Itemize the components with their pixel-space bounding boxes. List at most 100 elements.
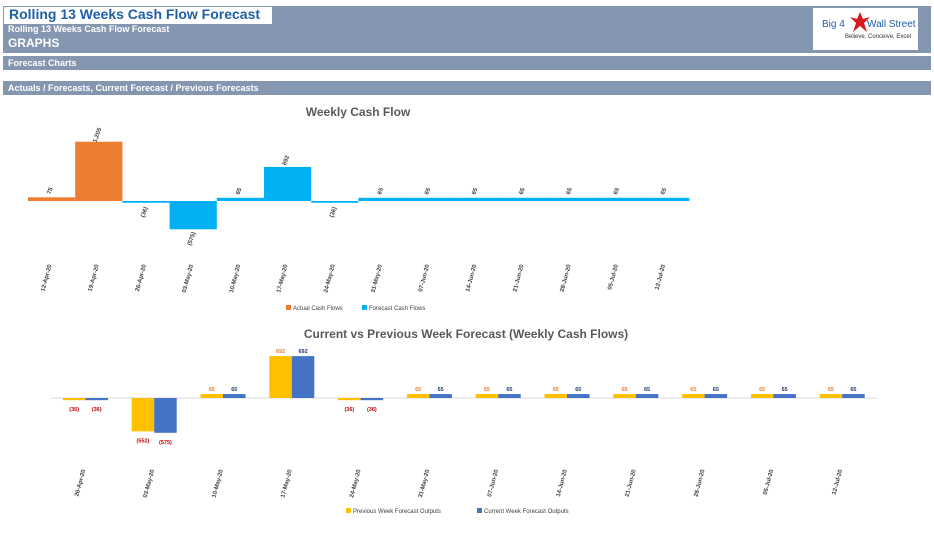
previous-bar-03-May-20 bbox=[131, 398, 155, 432]
data-label-24-May-20: (36) bbox=[329, 206, 338, 218]
chart1-title: Weekly Cash Flow bbox=[306, 105, 411, 119]
tick-label-21-Jun-20: 21-Jun-20 bbox=[512, 263, 525, 292]
bar-17-May-20 bbox=[264, 166, 312, 201]
tick-label-26-Apr-20: 26-Apr-20 bbox=[74, 468, 87, 497]
previous-label-17-May-20: 692 bbox=[276, 349, 285, 355]
chart2-title: Current vs Previous Week Forecast (Weekl… bbox=[304, 327, 628, 341]
current-label-24-May-20: (36) bbox=[367, 407, 377, 413]
bar-28-Jun-20 bbox=[547, 197, 595, 201]
company-logo: Big 4 Wall Street Believe, Conceive, Exc… bbox=[813, 8, 918, 50]
section-band-forecast bbox=[3, 56, 931, 70]
current-label-28-Jun-20: 65 bbox=[713, 387, 719, 393]
tick-label-05-Jul-20: 05-Jul-20 bbox=[607, 263, 620, 290]
data-label-14-Jun-20: 65 bbox=[471, 187, 479, 196]
data-label-05-Jul-20: 65 bbox=[613, 187, 621, 196]
data-label-31-May-20: 65 bbox=[377, 187, 385, 196]
current-bar-10-May-20 bbox=[223, 394, 246, 398]
tick-label-14-Jun-20: 14-Jun-20 bbox=[465, 263, 478, 292]
data-label-28-Jun-20: 65 bbox=[566, 187, 574, 196]
previous-label-21-Jun-20: 65 bbox=[621, 387, 627, 393]
data-label-17-May-20: 692 bbox=[282, 154, 291, 166]
current-label-21-Jun-20: 65 bbox=[644, 387, 650, 393]
current-bar-14-Jun-20 bbox=[567, 394, 590, 398]
bar-19-Apr-20 bbox=[75, 141, 123, 201]
previous-bar-26-Apr-20 bbox=[62, 398, 86, 401]
bar-10-May-20 bbox=[216, 197, 264, 201]
current-bar-07-Jun-20 bbox=[498, 394, 521, 398]
previous-label-28-Jun-20: 65 bbox=[690, 387, 696, 393]
data-label-26-Apr-20: (36) bbox=[140, 206, 149, 218]
tick-label-10-May-20: 10-May-20 bbox=[229, 263, 242, 293]
current-label-31-May-20: 65 bbox=[438, 387, 444, 393]
current-bar-03-May-20 bbox=[154, 398, 177, 433]
previous-bar-24-May-20 bbox=[338, 398, 361, 401]
previous-label-05-Jul-20: 65 bbox=[759, 387, 765, 393]
tick-label-12-Jul-20: 12-Jul-20 bbox=[832, 468, 845, 495]
previous-label-14-Jun-20: 65 bbox=[553, 387, 559, 393]
bar-14-Jun-20 bbox=[452, 197, 501, 201]
legend-swatch-actual bbox=[286, 305, 291, 310]
tick-label-19-Apr-20: 19-Apr-20 bbox=[88, 263, 101, 292]
legend-label-previous: Previous Week Forecast Outputs bbox=[353, 509, 441, 515]
current-bar-28-Jun-20 bbox=[704, 394, 728, 398]
data-label-12-Jul-20: 65 bbox=[660, 187, 668, 196]
previous-label-26-Apr-20: (36) bbox=[69, 407, 79, 413]
page-title: Rolling 13 Weeks Cash Flow Forecast bbox=[9, 6, 261, 22]
data-label-10-May-20: 65 bbox=[235, 187, 243, 196]
previous-label-24-May-20: (36) bbox=[344, 407, 354, 413]
current-label-05-Jul-20: 65 bbox=[782, 387, 788, 393]
legend-swatch-forecast bbox=[362, 305, 367, 310]
data-label-12-Apr-20: 75 bbox=[47, 186, 55, 195]
legend-label-actual: Actual Cash Flows bbox=[293, 306, 343, 312]
tick-label-28-Jun-20: 28-Jun-20 bbox=[693, 468, 706, 497]
legend-label-forecast: Forecast Cash Flows bbox=[369, 306, 425, 312]
tick-label-28-Jun-20: 28-Jun-20 bbox=[560, 263, 573, 292]
bar-05-Jul-20 bbox=[594, 197, 643, 201]
tick-label-26-Apr-20: 26-Apr-20 bbox=[135, 263, 148, 292]
current-label-17-May-20: 692 bbox=[298, 349, 307, 355]
section-band-actuals bbox=[3, 81, 931, 95]
current-label-07-Jun-20: 65 bbox=[506, 387, 512, 393]
previous-bar-14-Jun-20 bbox=[544, 394, 567, 398]
data-label-03-May-20: (575) bbox=[187, 231, 197, 246]
previous-bar-31-May-20 bbox=[406, 394, 430, 398]
logo-text-right: Wall Street bbox=[867, 19, 916, 30]
legend-swatch-current bbox=[477, 508, 482, 513]
section-title: GRAPHS bbox=[8, 36, 60, 50]
current-vs-previous-chart: Current vs Previous Week Forecast (Weekl… bbox=[51, 327, 877, 515]
previous-label-12-Jul-20: 65 bbox=[828, 387, 834, 393]
data-label-19-Apr-20: 1,205 bbox=[92, 127, 103, 144]
previous-bar-21-Jun-20 bbox=[613, 394, 636, 398]
data-label-07-Jun-20: 65 bbox=[424, 187, 432, 196]
tick-label-07-Jun-20: 07-Jun-20 bbox=[487, 468, 500, 497]
previous-label-31-May-20: 65 bbox=[415, 387, 421, 393]
current-bar-17-May-20 bbox=[291, 356, 315, 398]
title-box bbox=[3, 6, 273, 25]
previous-bar-17-May-20 bbox=[269, 356, 292, 398]
data-label-21-Jun-20: 65 bbox=[519, 187, 527, 196]
logo-tagline: Believe, Conceive, Excel bbox=[845, 34, 912, 40]
tick-label-21-Jun-20: 21-Jun-20 bbox=[625, 468, 638, 497]
tick-label-17-May-20: 17-May-20 bbox=[280, 468, 293, 498]
previous-bar-10-May-20 bbox=[200, 394, 223, 398]
tick-label-12-Jul-20: 12-Jul-20 bbox=[655, 263, 668, 290]
bar-12-Jul-20 bbox=[641, 197, 690, 201]
current-label-26-Apr-20: (36) bbox=[92, 407, 102, 413]
tick-label-03-May-20: 03-May-20 bbox=[182, 263, 195, 293]
tick-label-31-May-20: 31-May-20 bbox=[418, 468, 431, 498]
previous-label-10-May-20: 65 bbox=[209, 387, 215, 393]
current-bar-21-Jun-20 bbox=[635, 394, 659, 398]
bar-03-May-20 bbox=[169, 201, 217, 230]
previous-label-03-May-20: (552) bbox=[137, 438, 150, 444]
weekly-cash-flow-chart: Weekly Cash Flow 75 12-Apr-20 1,205 19-Apr-… bbox=[28, 105, 690, 312]
section-label-actuals: Actuals / Forecasts, Current Forecast / … bbox=[8, 83, 259, 93]
current-bar-05-Jul-20 bbox=[773, 394, 796, 398]
page-subtitle: Rolling 13 Weeks Cash Flow Forecast bbox=[8, 24, 170, 34]
previous-bar-05-Jul-20 bbox=[750, 394, 774, 398]
bar-31-May-20 bbox=[358, 197, 407, 201]
bar-24-May-20 bbox=[311, 201, 359, 203]
bar-12-Apr-20 bbox=[28, 197, 76, 201]
bar-07-Jun-20 bbox=[405, 197, 454, 201]
current-bar-12-Jul-20 bbox=[842, 394, 865, 398]
tick-label-07-Jun-20: 07-Jun-20 bbox=[418, 263, 431, 292]
